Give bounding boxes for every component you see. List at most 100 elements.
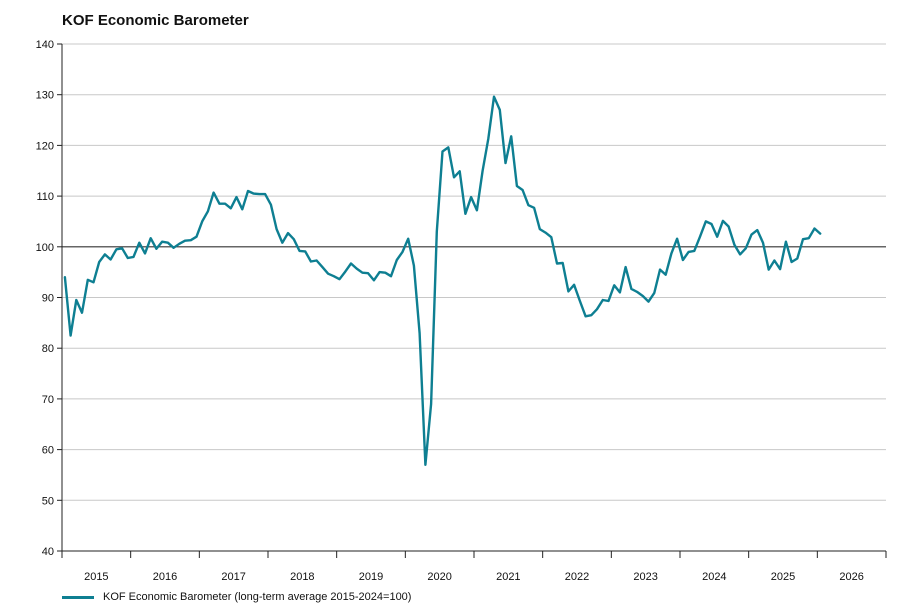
data-point	[333, 275, 335, 278]
data-point	[109, 258, 112, 261]
data-point	[201, 220, 203, 223]
data-point	[796, 257, 799, 260]
data-point	[745, 247, 747, 250]
data-point	[458, 170, 461, 173]
data-point	[275, 228, 278, 230]
data-point	[733, 243, 736, 246]
data-point	[281, 241, 284, 244]
data-point	[573, 284, 575, 286]
data-point	[149, 237, 152, 239]
legend-label: KOF Economic Barometer (long-term averag…	[103, 591, 412, 603]
chart-title: KOF Economic Barometer	[62, 12, 249, 29]
data-point	[86, 278, 89, 281]
data-point	[270, 203, 272, 206]
x-tick-label: 2021	[496, 571, 520, 583]
data-point	[75, 299, 78, 301]
data-point	[373, 279, 375, 282]
data-point	[138, 241, 141, 244]
data-point	[161, 240, 163, 243]
data-point	[567, 290, 570, 293]
data-point	[762, 241, 764, 244]
data-point	[218, 202, 221, 205]
data-point	[230, 207, 232, 210]
y-tick-label: 40	[42, 546, 54, 558]
data-point	[447, 146, 450, 149]
data-point	[613, 284, 615, 287]
data-point	[258, 193, 261, 195]
data-point	[401, 251, 404, 253]
data-point	[361, 271, 364, 274]
legend-swatch	[62, 595, 94, 599]
data-point	[779, 268, 781, 270]
data-point	[344, 270, 347, 273]
data-point	[767, 268, 770, 271]
data-point	[601, 299, 604, 301]
data-point	[464, 213, 467, 215]
data-point	[521, 189, 524, 191]
data-point	[739, 253, 741, 256]
x-tick-label: 2022	[565, 571, 589, 583]
data-point	[413, 264, 415, 267]
data-point	[252, 192, 255, 195]
data-point	[481, 169, 484, 172]
y-tick-label: 110	[36, 191, 54, 203]
data-point	[693, 250, 696, 252]
data-point	[790, 261, 793, 263]
data-point	[235, 196, 238, 198]
data-point	[813, 227, 816, 230]
data-point	[304, 250, 306, 253]
data-point	[315, 259, 318, 262]
x-tick-label: 2020	[427, 571, 451, 583]
data-point	[596, 308, 598, 310]
data-point	[607, 300, 610, 302]
data-point	[670, 252, 673, 255]
data-point	[498, 109, 501, 111]
data-point	[539, 228, 541, 230]
data-point	[127, 257, 129, 259]
data-point	[327, 272, 329, 275]
data-point	[338, 278, 341, 281]
data-point	[287, 232, 289, 234]
data-point	[115, 248, 118, 251]
data-point	[195, 235, 198, 238]
data-point	[310, 260, 312, 263]
x-tick-label: 2025	[771, 571, 795, 583]
data-point	[533, 206, 535, 209]
data-point	[636, 291, 638, 293]
data-point	[579, 300, 581, 302]
data-point	[590, 314, 593, 317]
data-point	[184, 239, 186, 242]
data-point	[819, 232, 821, 235]
y-tick-label: 100	[36, 242, 54, 254]
data-point	[619, 291, 621, 294]
x-tick-label: 2017	[221, 571, 245, 583]
x-tick-label: 2015	[84, 571, 108, 583]
data-point	[436, 230, 438, 233]
data-point	[390, 275, 392, 278]
data-point	[716, 235, 718, 238]
data-point	[802, 238, 804, 240]
data-point	[476, 209, 478, 212]
data-point	[561, 262, 564, 264]
series-layer	[63, 95, 822, 466]
data-point	[178, 242, 181, 245]
data-point	[64, 276, 66, 279]
data-point	[556, 262, 558, 265]
data-point	[98, 261, 100, 263]
data-point	[298, 250, 301, 252]
data-point	[710, 223, 713, 225]
y-tick-label: 140	[36, 39, 54, 51]
y-tick-label: 130	[36, 90, 54, 102]
data-point	[682, 259, 684, 261]
x-tick-label: 2024	[702, 571, 726, 583]
data-point	[493, 95, 495, 98]
data-point	[264, 193, 266, 195]
data-point	[207, 210, 209, 213]
data-point	[155, 248, 158, 250]
data-point	[132, 256, 135, 258]
data-point	[785, 240, 787, 243]
data-point	[430, 403, 432, 405]
data-point	[212, 191, 215, 194]
data-point	[407, 237, 409, 240]
data-point	[441, 150, 444, 153]
